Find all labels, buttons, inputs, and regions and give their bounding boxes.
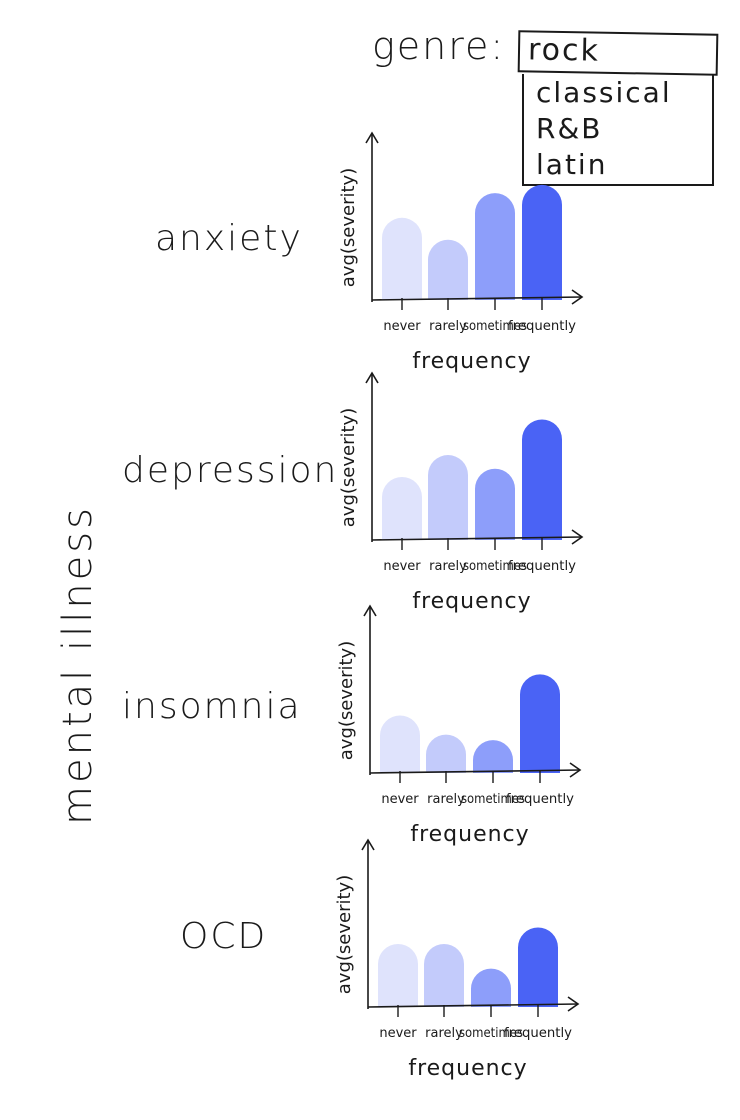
bar-never [382, 476, 422, 540]
y-axis-arrow [361, 838, 375, 851]
x-axis-line [367, 1003, 579, 1008]
y-axis-arrow [365, 131, 379, 144]
x-tick-label-rarely: rarely [429, 319, 467, 334]
x-axis-title: frequency [412, 589, 531, 614]
x-axis-line [371, 536, 583, 541]
bar-frequently [518, 927, 558, 1007]
illness-label-ocd: OCD [180, 916, 268, 957]
bar-frequently [522, 184, 562, 300]
x-tick-label-frequently: frequently [506, 792, 574, 807]
x-tick-label-sometimes: sometimes [463, 319, 527, 334]
chart-anxiety: avg(severity)never rarelysometimesfrequen… [338, 131, 584, 374]
bar-never [382, 217, 422, 300]
bar-rarely [428, 239, 468, 300]
bar-never [378, 943, 418, 1007]
x-axis-arrow [571, 529, 584, 545]
genre-label: genre: [372, 24, 506, 68]
bar-rarely [426, 734, 466, 773]
group-label-container: mental illness [18, 505, 138, 825]
chart-ocd: avg(severity)never rarelysometimesfrequen… [334, 838, 580, 1081]
chart-insomnia: avg(severity)never rarelysometimesfrequen… [336, 604, 582, 847]
illness-label-depression: depression [122, 450, 339, 491]
x-axis-title: frequency [412, 349, 531, 374]
bar-sometimes [475, 193, 515, 300]
x-tick-label-frequently: frequently [504, 1026, 572, 1041]
genre-option-rnb[interactable]: R&B [536, 112, 603, 145]
x-tick-label-never: never [379, 1026, 417, 1041]
x-tick-label-rarely: rarely [429, 559, 467, 574]
chart-depression: avg(severity)never rarelysometimesfrequen… [338, 371, 584, 614]
x-axis-line [369, 769, 581, 774]
x-axis-arrow [571, 289, 584, 305]
genre-option-classical[interactable]: classical [536, 76, 672, 109]
bar-sometimes [475, 468, 515, 540]
x-tick-label-frequently: frequently [508, 559, 576, 574]
x-tick-label-sometimes: sometimes [461, 792, 525, 807]
x-tick-label-frequently: frequently [508, 319, 576, 334]
y-axis-title: avg(severity) [334, 875, 355, 994]
x-axis-title: frequency [410, 822, 529, 847]
bar-rarely [428, 455, 468, 540]
x-tick-label-sometimes: sometimes [459, 1026, 523, 1041]
illness-label-insomnia: insomnia [122, 686, 302, 727]
x-tick-label-rarely: rarely [427, 792, 465, 807]
bar-frequently [520, 674, 560, 773]
bar-sometimes [473, 740, 513, 773]
x-tick-label-never: never [381, 792, 419, 807]
y-axis-arrow [363, 604, 377, 617]
x-tick-label-rarely: rarely [425, 1026, 463, 1041]
x-tick-label-never: never [383, 319, 421, 334]
y-axis-title: avg(severity) [338, 408, 359, 527]
bar-frequently [522, 419, 562, 540]
genre-option-latin[interactable]: latin [536, 148, 608, 181]
bar-sometimes [471, 968, 511, 1007]
genre-dropdown[interactable]: rock [517, 30, 719, 76]
bar-rarely [424, 943, 464, 1007]
genre-options-list: classical R&B latin [522, 74, 714, 186]
x-axis-line [371, 296, 583, 301]
y-axis-arrow [365, 371, 379, 384]
genre-selected-value: rock [527, 32, 601, 69]
bar-never [380, 715, 420, 773]
y-axis-title: avg(severity) [336, 641, 357, 760]
x-tick-label-never: never [383, 559, 421, 574]
x-axis-arrow [569, 762, 582, 778]
x-tick-label-sometimes: sometimes [463, 559, 527, 574]
group-label: mental illness [55, 505, 101, 825]
illness-label-anxiety: anxiety [155, 218, 303, 259]
y-axis-title: avg(severity) [338, 168, 359, 287]
x-axis-title: frequency [408, 1056, 527, 1081]
x-axis-arrow [567, 996, 580, 1012]
